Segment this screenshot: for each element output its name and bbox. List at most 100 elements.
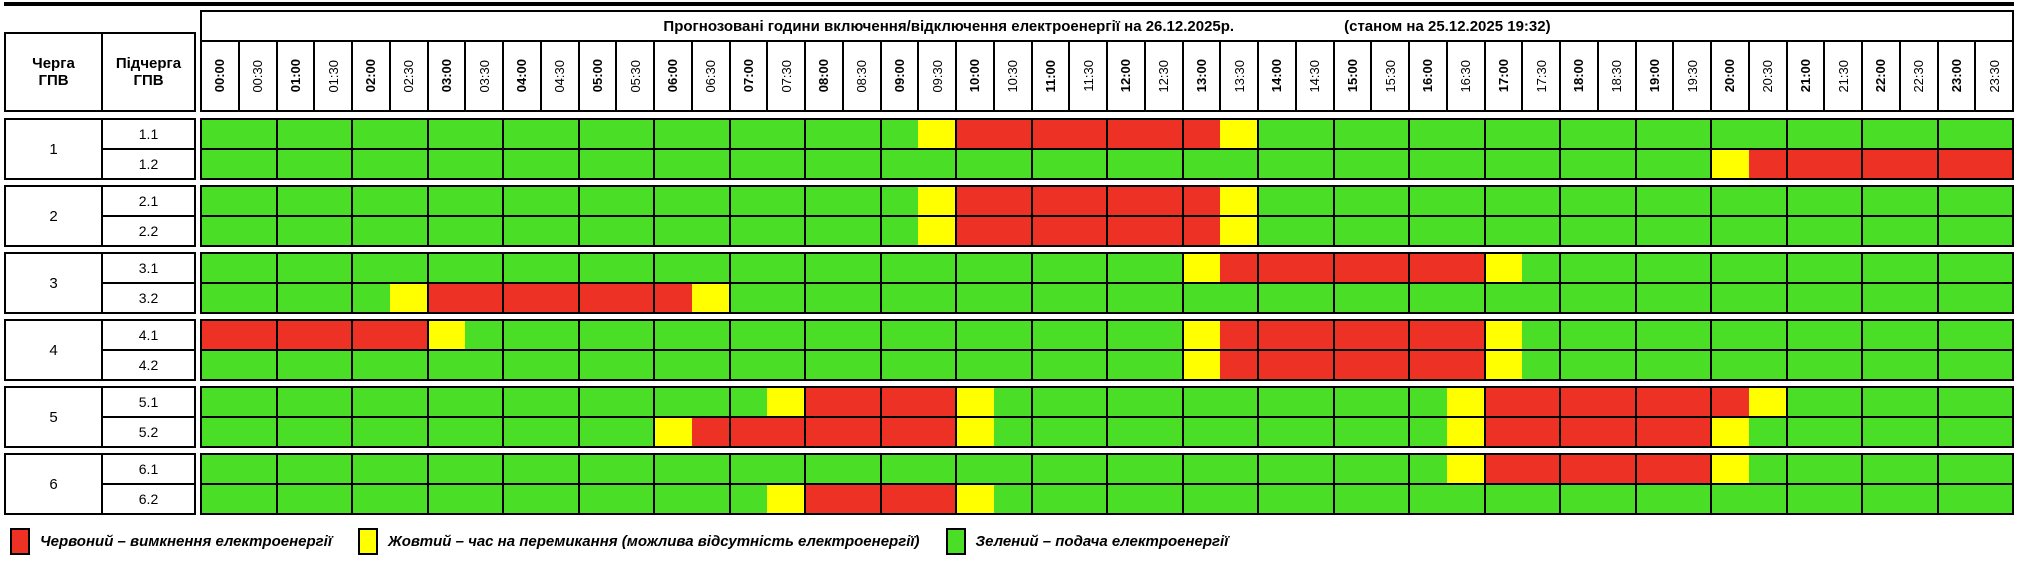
slot-cell [616, 187, 655, 215]
slot-cell [428, 187, 466, 215]
subqueue-cell: 4.1 [103, 321, 194, 351]
slot-cell [655, 485, 692, 513]
slot-cell [1410, 217, 1447, 245]
slot-cell [314, 351, 353, 379]
slot-cell [1938, 217, 1976, 245]
slot-cell [465, 351, 504, 379]
slot-cell [504, 485, 541, 513]
slot-cell [1069, 284, 1108, 312]
slot-cell [1144, 321, 1184, 349]
slot-cell [465, 217, 504, 245]
slot-cell [428, 150, 466, 178]
slot-cell [353, 187, 390, 215]
slot-cell [579, 254, 617, 282]
slot-cell [1108, 351, 1145, 379]
slot-cell [1824, 321, 1863, 349]
slot-cell [1938, 284, 1976, 312]
slot-cell [655, 321, 692, 349]
slot-cell [767, 284, 806, 312]
slot-cell [1183, 187, 1221, 215]
slot-cell [1485, 321, 1523, 349]
time-cell: 01:30 [315, 42, 353, 110]
queue-group: 5 5.1 5.2 [4, 386, 2014, 448]
slot-cell [1636, 485, 1674, 513]
slot-cell [1787, 388, 1825, 416]
slot-cell [1597, 351, 1637, 379]
slot-cell [1183, 120, 1221, 148]
group-grid [200, 252, 2014, 314]
slot-cell [1220, 418, 1259, 446]
slot-cell [1220, 187, 1259, 215]
slot-cell [881, 388, 919, 416]
slot-cell [1446, 217, 1486, 245]
slot-cell [1597, 455, 1637, 483]
queue-number-cell: 6 [6, 455, 103, 513]
slot-cell [881, 351, 919, 379]
slot-cell [1334, 284, 1372, 312]
time-cell: 20:30 [1750, 42, 1788, 110]
slot-cell [540, 254, 580, 282]
slot-cell [1295, 455, 1335, 483]
slot-cell [1787, 485, 1825, 513]
slot-cell [1748, 321, 1788, 349]
slot-cell [1069, 120, 1108, 148]
slot-cell [1899, 455, 1939, 483]
slot-cell [918, 485, 957, 513]
slot-cell [993, 120, 1033, 148]
slot-cell [1259, 418, 1296, 446]
slot-cell [1371, 485, 1410, 513]
slot-cell [1108, 321, 1145, 349]
slot-cell [389, 217, 429, 245]
slot-cell [1295, 254, 1335, 282]
time-cell: 14:30 [1297, 42, 1335, 110]
slot-cell [540, 351, 580, 379]
slot-cell [389, 418, 429, 446]
subqueue-column: 1.1 1.2 [103, 120, 194, 178]
slot-cell [730, 217, 768, 245]
slot-cell [579, 351, 617, 379]
slot-cell [579, 388, 617, 416]
slot-cell [1032, 351, 1070, 379]
slot-cell [1446, 187, 1486, 215]
slot-cell [1561, 321, 1598, 349]
slot-cell [957, 120, 994, 148]
slot-cell [730, 284, 768, 312]
slot-cell [1673, 217, 1712, 245]
slot-cell [993, 388, 1033, 416]
time-header-box: Прогнозовані години включення/відключенн… [200, 10, 2014, 112]
slot-cell [1446, 321, 1486, 349]
slot-cell [730, 485, 768, 513]
time-label: 12:00 [1118, 59, 1134, 93]
slot-cell [1144, 217, 1184, 245]
time-label: 01:00 [287, 59, 303, 93]
slot-cell [277, 485, 315, 513]
time-cell: 13:00 [1184, 42, 1222, 110]
slot-cell [1673, 455, 1712, 483]
group-grid [200, 118, 2014, 180]
group-left-box: 6 6.1 6.2 [4, 453, 196, 515]
slot-cell [1371, 217, 1410, 245]
slot-cell [1863, 388, 1900, 416]
slot-cell [1410, 351, 1447, 379]
time-label: 16:00 [1420, 59, 1436, 93]
slot-cell [238, 150, 278, 178]
slot-cell [616, 455, 655, 483]
slot-cell [1938, 388, 1976, 416]
slot-cell [1259, 321, 1296, 349]
queue-group: 1 1.1 1.2 [4, 118, 2014, 180]
slot-cell [1597, 217, 1637, 245]
slot-cell [428, 485, 466, 513]
slot-cell [202, 217, 239, 245]
slot-cell [1899, 254, 1939, 282]
time-label: 04:00 [514, 59, 530, 93]
time-label: 17:00 [1495, 59, 1511, 93]
group-left-box: 1 1.1 1.2 [4, 118, 196, 180]
slot-cell [1032, 321, 1070, 349]
slot-cell [1220, 321, 1259, 349]
slot-cell [353, 418, 390, 446]
slot-cell [1259, 150, 1296, 178]
time-label: 22:00 [1873, 59, 1889, 93]
slot-cell [1899, 418, 1939, 446]
slot-cell [730, 120, 768, 148]
slot-cell [1522, 150, 1561, 178]
